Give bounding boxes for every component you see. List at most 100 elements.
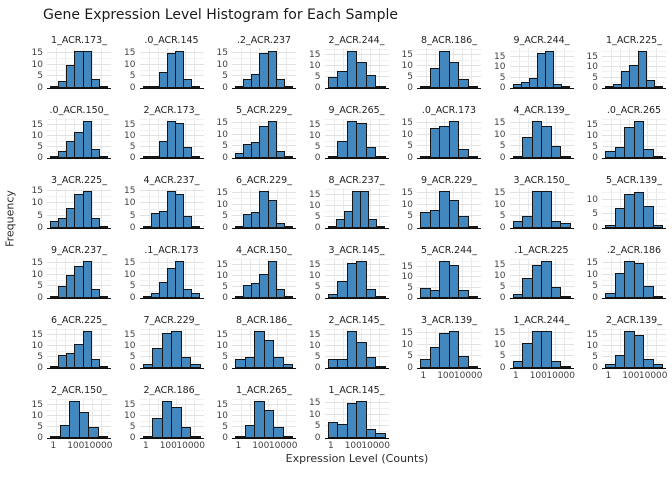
grid-line xyxy=(342,118,344,158)
y-tick-label: 15 xyxy=(124,186,136,197)
y-tick-label: 10 xyxy=(216,271,228,282)
grid-line xyxy=(518,118,520,158)
histogram-bars xyxy=(142,188,201,228)
grid-line xyxy=(471,188,472,228)
x-tick-labels: 1 100 10000 xyxy=(510,371,575,382)
y-tick-label: 0 xyxy=(129,223,136,233)
y-tick-label: 15 xyxy=(586,51,598,62)
y-tick-label: 0 xyxy=(407,293,413,303)
y-tick-label: 5 xyxy=(129,71,136,82)
histogram-bar xyxy=(175,261,185,298)
facet-title: .1_ACR.173 xyxy=(144,245,199,256)
x-tick-label: 1 xyxy=(143,441,149,451)
facet: 9_ACR.229_ 0 5 10 15 xyxy=(397,175,481,242)
y-tick-label: 0 xyxy=(314,433,321,443)
y-tick-label: 10 xyxy=(401,272,413,283)
histogram-bars xyxy=(235,398,293,438)
grid-line xyxy=(527,48,529,88)
grid-line xyxy=(92,48,93,88)
histogram-bar xyxy=(365,289,376,298)
y-tick-label: 10 xyxy=(586,341,598,352)
histogram-bar xyxy=(467,365,478,368)
histogram-bar xyxy=(356,341,367,368)
y-tick-label: 15 xyxy=(309,190,321,201)
histogram-bar xyxy=(82,191,92,228)
y-tick-label: 0 xyxy=(129,83,136,93)
y-tick-label: 15 xyxy=(309,330,321,341)
plot-area xyxy=(232,258,296,299)
grid-line xyxy=(193,258,195,298)
facet-title: .0_ACR.265 xyxy=(606,105,662,116)
y-tick-label: 0 xyxy=(499,293,506,303)
grid-line xyxy=(647,328,648,368)
plot-area xyxy=(509,258,574,299)
grid-line xyxy=(333,188,335,228)
histogram-bars xyxy=(327,48,386,88)
grid-line xyxy=(139,398,204,400)
facet-title: 9_ACR.244_ xyxy=(513,35,570,46)
y-tick-label: 5 xyxy=(407,72,413,83)
grid-line xyxy=(47,262,111,264)
histogram-bar xyxy=(90,218,100,228)
grid-line xyxy=(286,118,287,158)
y-tick-label: 10 xyxy=(31,198,43,209)
y-tick-label: 5 xyxy=(407,282,413,293)
y-tick-label: 5 xyxy=(129,422,136,433)
facet-title: 4_ACR.237_ xyxy=(143,175,200,186)
facet: 1_ACR.225_ 0 5 10 15 xyxy=(582,35,666,102)
grid-line xyxy=(435,188,436,228)
grid-line xyxy=(241,398,242,438)
grid-line xyxy=(157,188,159,228)
grid-line xyxy=(435,48,436,88)
grid-line xyxy=(65,258,66,298)
histogram-bars xyxy=(50,188,108,228)
y-tick-label: 5 xyxy=(129,281,136,292)
grid-line xyxy=(620,188,621,228)
facet-title: 2_ACR.186_ xyxy=(143,385,200,396)
histogram-bar xyxy=(376,225,386,228)
y-tick-label: 0 xyxy=(222,153,228,163)
plot-area xyxy=(417,258,481,299)
y-tick-label: 0 xyxy=(37,363,43,373)
grid-line xyxy=(92,258,93,298)
grid-line xyxy=(647,258,648,298)
histogram-bars xyxy=(50,48,108,88)
histogram-bar xyxy=(183,288,193,298)
histogram-bar xyxy=(282,363,293,368)
grid-line xyxy=(232,264,296,266)
grid-line xyxy=(656,118,657,158)
facet-title: 8_ACR.237_ xyxy=(328,175,385,186)
histogram-bar xyxy=(263,339,274,368)
grid-line xyxy=(47,190,111,192)
y-tick-label: 15 xyxy=(401,50,413,61)
y-tick-label: 15 xyxy=(124,48,136,59)
histogram-bar xyxy=(652,155,663,158)
grid-line xyxy=(184,118,186,158)
facet: .0_ACR.150_ 0 5 10 15 xyxy=(27,105,111,172)
histogram-bar xyxy=(458,148,469,158)
y-tick-label: 10 xyxy=(309,271,321,282)
y-tick-label: 10 xyxy=(586,131,598,142)
grid-line xyxy=(602,61,666,63)
grid-line xyxy=(554,188,556,228)
grid-line xyxy=(184,188,186,228)
grid-line xyxy=(184,328,186,368)
facet: 1_ACR.145_ 0 5 10 15 1 100 10000 xyxy=(305,385,390,452)
plot-area xyxy=(417,118,481,159)
y-tick-label: 0 xyxy=(129,153,136,163)
grid-line xyxy=(611,328,612,368)
facet-title: 6_ACR.229_ xyxy=(236,175,292,186)
y-tick-label: 0 xyxy=(407,83,413,93)
grid-line xyxy=(518,48,520,88)
grid-line xyxy=(250,48,251,88)
y-tick-label: 10 xyxy=(494,339,506,350)
grid-line xyxy=(342,48,344,88)
y-tick-label: 0 xyxy=(37,293,43,303)
y-tick-label: 5 xyxy=(592,281,598,292)
grid-line xyxy=(157,328,159,368)
y-tick-label: 5 xyxy=(314,421,321,432)
histogram-bar xyxy=(191,225,201,228)
histogram-bars xyxy=(605,118,663,158)
y-tick-label: 15 xyxy=(31,186,43,197)
y-tick-label: 5 xyxy=(314,282,321,293)
